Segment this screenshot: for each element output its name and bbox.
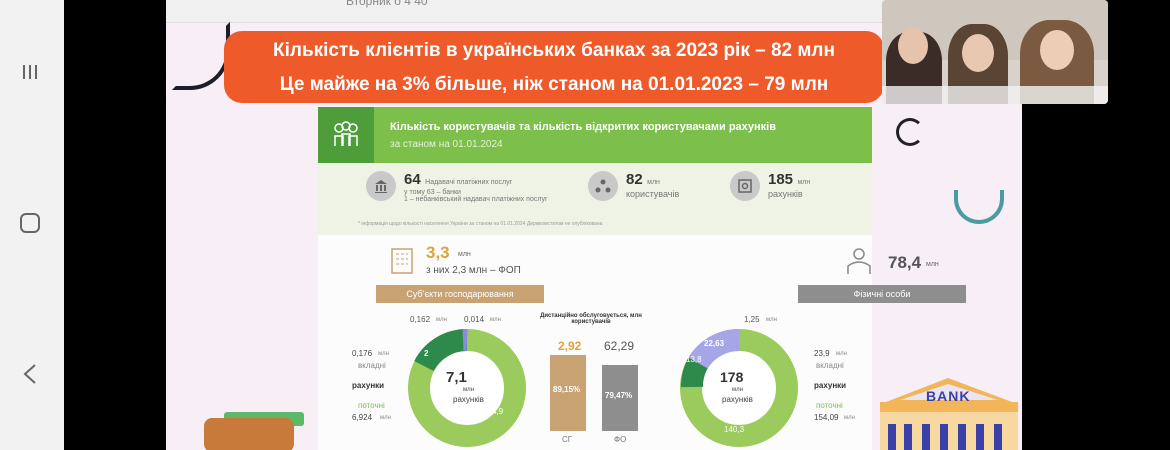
- users-icon: [318, 107, 374, 163]
- sg-percent: 89,15%: [553, 385, 581, 394]
- users-value: 82: [626, 171, 643, 188]
- right-seg-c: 13,8: [686, 355, 702, 364]
- business-sub: з них 2,3 млн – ФОП: [426, 265, 521, 276]
- left-accounts-label: рахунки: [352, 381, 385, 390]
- office-building-icon: [391, 248, 413, 274]
- breakdown-section: 3,3 млн з них 2,3 млн – ФОП Суб’єкти гос…: [318, 235, 966, 450]
- left-center-unit: млн: [463, 387, 474, 393]
- right-seg-a-unit: млн: [766, 317, 777, 323]
- infographic-title: Кількість користувачів та кількість відк…: [390, 121, 777, 133]
- video-call-thumbnail[interactable]: [882, 0, 1108, 104]
- decorative-smile: [954, 190, 1004, 224]
- right-donut-green-segment: [681, 357, 708, 388]
- back-button[interactable]: [10, 354, 50, 394]
- providers-sub1: у тому 63 – банки: [404, 189, 461, 196]
- right-center-label: рахунків: [722, 395, 753, 404]
- people-network-icon: [588, 171, 618, 201]
- letterbox-left: [64, 0, 166, 450]
- footnote: * інформація щодо кількості населення Ук…: [358, 221, 603, 227]
- infographic-header: Кількість користувачів та кількість відк…: [318, 107, 872, 163]
- back-icon: [23, 364, 36, 384]
- left-seg-a-unit: млн: [436, 317, 447, 323]
- safe-icon: [730, 171, 760, 201]
- left-current-unit: млн: [380, 415, 391, 421]
- left-donut-chart: [408, 328, 526, 447]
- bank-sign: BANK: [926, 388, 971, 404]
- individuals-value: 78,4: [888, 253, 922, 272]
- right-deposit-unit: млн: [836, 351, 847, 357]
- headline-line-2: Це майже на 3% більше, ніж станом на 01.…: [279, 74, 829, 95]
- infographic-subtitle: за станом на 01.01.2024: [390, 139, 503, 150]
- right-deposit-value: 23,9: [814, 349, 830, 358]
- decorative-ring: [896, 118, 924, 146]
- fo-value: 62,29: [604, 339, 635, 353]
- right-current-label: поточні: [816, 401, 843, 410]
- providers-sub2: 1 – небанківський надавач платіжних посл…: [404, 196, 548, 203]
- previous-slide-text: Вторник о 4 40: [346, 0, 428, 8]
- left-deposit-label: вкладні: [358, 361, 386, 370]
- business-unit: млн: [458, 251, 471, 258]
- stat-accounts: 185 млн рахунків: [730, 171, 810, 201]
- system-nav-bar: [0, 0, 64, 450]
- bank-building-icon: [366, 171, 396, 201]
- fo-percent: 79,47%: [605, 391, 633, 400]
- left-seg-b-unit: млн: [490, 317, 501, 323]
- providers-value: 64: [404, 171, 421, 188]
- left-deposit-value: 0,176: [352, 349, 373, 358]
- right-seg-main: 140,3: [724, 425, 745, 434]
- right-accounts-label: рахунки: [814, 381, 847, 390]
- home-button[interactable]: [10, 203, 50, 243]
- left-current-label: поточні: [358, 401, 385, 410]
- providers-label: Надавачі платіжних послуг: [425, 179, 513, 186]
- right-center-value: 178: [720, 369, 744, 385]
- headline-line-1: Кількість клієнтів в українських банках …: [273, 40, 835, 61]
- left-center-label: рахунків: [453, 395, 484, 404]
- users-label: користувачів: [626, 189, 680, 199]
- right-donut-purple-segment: [688, 329, 740, 370]
- presentation-slide: Вторник о 4 40 Кількість клієнтів в укра…: [166, 0, 1022, 450]
- headline-banner: Кількість клієнтів в українських банках …: [224, 31, 884, 103]
- accounts-unit: млн: [797, 179, 811, 186]
- right-current-unit: млн: [844, 415, 855, 421]
- previous-slide-strip: Вторник о 4 40: [166, 0, 1022, 23]
- accounts-value: 185: [768, 171, 794, 188]
- sg-bar: [550, 355, 586, 431]
- left-seg-mid: 2: [424, 349, 429, 358]
- business-label-bar: Суб’єкти господарювання: [376, 285, 544, 303]
- left-deposit-unit: млн: [378, 351, 389, 357]
- left-center-value: 7,1: [446, 369, 467, 386]
- right-deposit-label: вкладні: [816, 361, 844, 370]
- person-icon: [847, 248, 871, 274]
- remote-label: Дистанційно обслуговується, млн користув…: [540, 313, 642, 325]
- right-seg-b: 22,63: [704, 339, 725, 348]
- business-value: 3,3: [426, 243, 450, 262]
- left-seg-b: 0,014: [464, 315, 485, 324]
- sg-value: 2,92: [558, 339, 582, 353]
- fo-bar: [602, 365, 638, 431]
- individuals-label-bar: Фізичні особи: [798, 285, 966, 303]
- left-donut-green-segment: [414, 328, 468, 372]
- accounts-label: рахунків: [768, 189, 803, 199]
- left-seg-main: 4,9: [492, 407, 504, 416]
- right-donut-chart: [680, 329, 798, 447]
- decorative-arc: [172, 22, 230, 90]
- left-current-value: 6,924: [352, 413, 373, 422]
- summary-stats: 64 Надавачі платіжних послуг у тому 63 –…: [318, 163, 872, 235]
- stat-users: 82 млн користувачів: [588, 171, 679, 201]
- fo-label: ФО: [614, 435, 627, 444]
- left-seg-a: 0,162: [410, 315, 431, 324]
- individuals-unit: млн: [926, 261, 939, 268]
- right-seg-a: 1,25: [744, 315, 760, 324]
- stat-providers: 64 Надавачі платіжних послуг у тому 63 –…: [366, 171, 548, 203]
- wallet-illustration: [204, 418, 294, 450]
- recent-apps-button[interactable]: [10, 52, 50, 92]
- sg-label: СГ: [562, 435, 573, 444]
- right-center-unit: млн: [732, 387, 743, 393]
- bank-building-illustration: [880, 378, 1018, 450]
- recent-apps-icon: [23, 65, 37, 79]
- right-current-value: 154,09: [814, 413, 839, 422]
- home-icon: [20, 213, 40, 233]
- users-unit: млн: [647, 179, 660, 186]
